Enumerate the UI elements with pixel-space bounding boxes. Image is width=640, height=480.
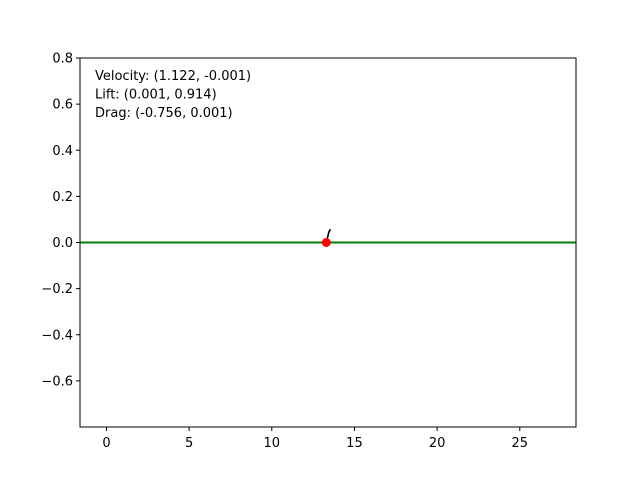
- x-tick-label: 25: [512, 436, 529, 451]
- plot-area: [79, 57, 577, 428]
- annotation-line: Drag: (-0.756, 0.001): [95, 106, 233, 121]
- x-tick-label: 20: [429, 436, 446, 451]
- y-tick-label: 0.4: [52, 144, 73, 159]
- annotation-line: Velocity: (1.122, -0.001): [95, 69, 251, 84]
- y-tick-label: −0.6: [41, 374, 73, 389]
- x-tick-label: 0: [102, 436, 110, 451]
- body-position-point: [321, 238, 331, 247]
- annotation-box: Velocity: (1.122, -0.001) Lift: (0.001, 0…: [95, 69, 251, 121]
- x-axis: 0 5 10 15 20 25: [102, 427, 528, 451]
- annotation-line: Lift: (0.001, 0.914): [95, 88, 217, 103]
- x-tick-label: 15: [346, 436, 363, 451]
- y-tick-label: 0.6: [52, 98, 73, 113]
- y-tick-label: 0.8: [52, 52, 73, 67]
- y-tick-label: −0.4: [41, 328, 73, 343]
- x-tick-label: 10: [264, 436, 281, 451]
- y-tick-label: −0.2: [41, 282, 73, 297]
- y-axis: 0.8 0.6 0.4 0.2 0.0 −0.2 −0.4 −0.6: [41, 52, 80, 389]
- x-tick-label: 5: [185, 436, 193, 451]
- series-layer: [80, 228, 576, 247]
- y-tick-label: 0.2: [52, 190, 73, 205]
- y-tick-label: 0.0: [52, 236, 73, 251]
